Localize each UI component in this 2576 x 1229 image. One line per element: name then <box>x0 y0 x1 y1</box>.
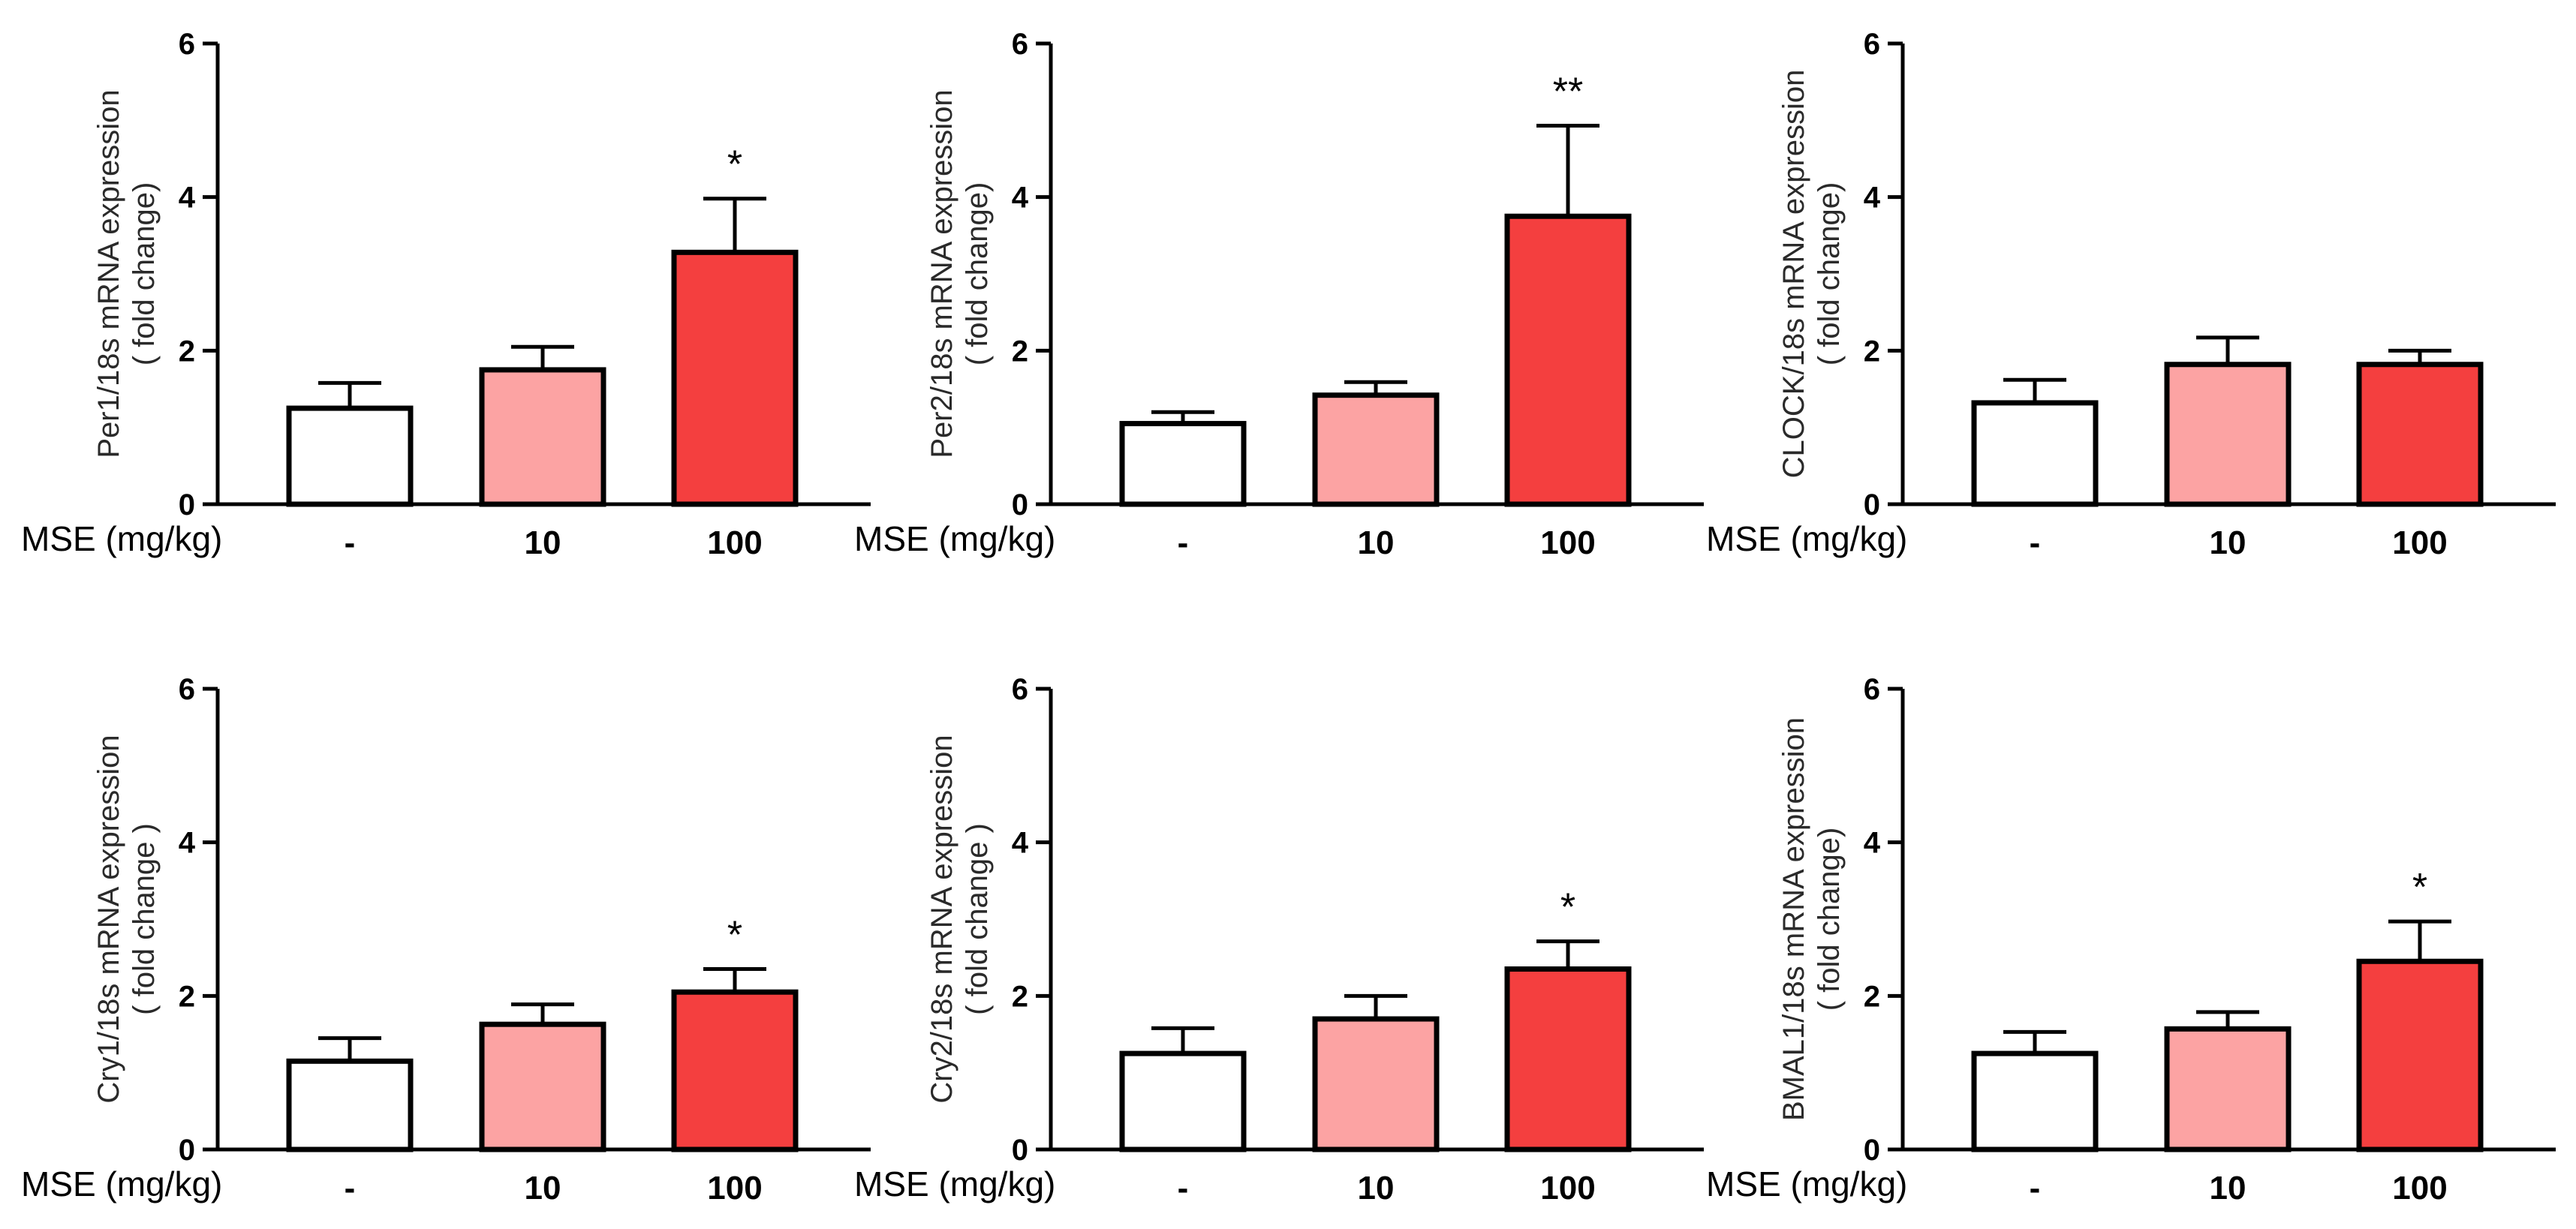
y-axis-title: Per2/18s mRNA expression <box>925 89 958 458</box>
y-tick-label: 6 <box>179 28 195 61</box>
bar-cry1-0 <box>286 1058 414 1152</box>
y-tick-label: 4 <box>1012 182 1029 215</box>
y-tick-label: 0 <box>1012 1134 1028 1167</box>
panel-per1: 0 2 4 6 Per1/18s mRNA expression( fold chang… <box>21 28 871 561</box>
bar-clock-1 <box>2164 362 2292 507</box>
y-tick-label: 6 <box>179 673 195 706</box>
bar-cry2-1 <box>1312 1016 1440 1152</box>
x-category-label: 100 <box>707 1170 762 1206</box>
y-tick-label: 0 <box>179 1134 195 1167</box>
x-category-label: 10 <box>2210 1170 2246 1206</box>
x-category-label: 100 <box>2392 524 2447 561</box>
significance-marker: * <box>1560 886 1575 930</box>
bar-per1-0 <box>286 405 414 507</box>
x-group-label: MSE (mg/kg) <box>854 1164 1055 1203</box>
y-tick-label: 4 <box>1864 182 1881 215</box>
y-axis-subtitle: ( fold change) <box>1813 182 1846 366</box>
x-category-label: 10 <box>2210 524 2246 561</box>
bar-per2-1 <box>1312 392 1440 507</box>
bar-per1-2 <box>671 249 799 507</box>
x-category-label: - <box>2030 1170 2041 1206</box>
x-category-label: 10 <box>1358 524 1395 561</box>
x-category-label: - <box>345 1170 356 1206</box>
y-axis-subtitle: ( fold change) <box>128 182 161 366</box>
y-tick-label: 2 <box>1012 335 1028 368</box>
y-tick-label: 4 <box>179 827 196 860</box>
bar-per1-1 <box>479 367 606 507</box>
y-tick-label: 0 <box>1012 488 1028 521</box>
significance-marker: * <box>727 914 742 957</box>
y-axis-title: Cry2/18s mRNA expression <box>925 735 958 1103</box>
y-tick-label: 4 <box>1864 827 1881 860</box>
y-axis-subtitle: ( fold change) <box>961 182 994 366</box>
x-group-label: MSE (mg/kg) <box>1706 1164 1907 1203</box>
bar-cry2-2 <box>1504 966 1632 1152</box>
bar-per2-0 <box>1119 421 1247 507</box>
y-tick-label: 2 <box>1012 980 1028 1013</box>
y-tick-label: 2 <box>179 335 195 368</box>
bar-per2-2 <box>1504 213 1632 507</box>
x-category-label: 10 <box>525 1170 561 1206</box>
significance-marker: ** <box>1553 70 1583 113</box>
x-group-label: MSE (mg/kg) <box>21 1164 222 1203</box>
y-axis-title: BMAL1/18s mRNA expression <box>1777 717 1810 1121</box>
x-category-label: - <box>1178 1170 1189 1206</box>
bar-clock-0 <box>1971 400 2099 507</box>
x-category-label: 100 <box>2392 1170 2447 1206</box>
bar-cry1-1 <box>479 1021 606 1152</box>
x-category-label: - <box>1178 524 1189 561</box>
y-axis-title: Per1/18s mRNA expression <box>92 89 125 458</box>
panel-cry1: 0 2 4 6 Cry1/18s mRNA expression( fold chang… <box>21 673 871 1206</box>
bar-cry2-0 <box>1119 1050 1247 1152</box>
x-group-label: MSE (mg/kg) <box>21 519 222 558</box>
y-axis-subtitle: ( fold change) <box>1813 828 1846 1011</box>
y-tick-label: 0 <box>1864 488 1880 521</box>
bar-clock-2 <box>2356 362 2484 507</box>
y-tick-label: 6 <box>1864 673 1880 706</box>
y-axis-title: CLOCK/18s mRNA expression <box>1777 70 1810 479</box>
x-category-label: - <box>345 524 356 561</box>
y-tick-label: 2 <box>179 980 195 1013</box>
x-category-label: 100 <box>707 524 762 561</box>
x-category-label: - <box>2030 524 2041 561</box>
panel-per2: 0 2 4 6 Per2/18s mRNA expression( fold chang… <box>854 28 1704 561</box>
y-axis-title: Cry1/18s mRNA expression <box>92 735 125 1103</box>
bar-bmal1-0 <box>1971 1050 2099 1152</box>
x-category-label: 100 <box>1540 524 1595 561</box>
y-tick-label: 4 <box>1012 827 1029 860</box>
panel-bmal1: 0 2 4 6 BMAL1/18s mRNA expression( fold chan… <box>1706 673 2556 1206</box>
y-tick-label: 2 <box>1864 335 1880 368</box>
y-tick-label: 0 <box>1864 1134 1880 1167</box>
panel-clock: 0 2 4 6 CLOCK/18s mRNA expression( fold chan… <box>1706 28 2556 561</box>
y-axis-subtitle: ( fold change ) <box>961 823 994 1015</box>
y-tick-label: 2 <box>1864 980 1880 1013</box>
y-tick-label: 6 <box>1012 28 1028 61</box>
panel-cry2: 0 2 4 6 Cry2/18s mRNA expression( fold chang… <box>854 673 1704 1206</box>
significance-marker: * <box>727 143 742 187</box>
x-category-label: 100 <box>1540 1170 1595 1206</box>
x-category-label: 10 <box>1358 1170 1395 1206</box>
x-group-label: MSE (mg/kg) <box>854 519 1055 558</box>
y-tick-label: 0 <box>179 488 195 521</box>
x-group-label: MSE (mg/kg) <box>1706 519 1907 558</box>
significance-marker: * <box>2412 866 2427 909</box>
y-tick-label: 4 <box>179 182 196 215</box>
bar-cry1-2 <box>671 989 799 1152</box>
x-category-label: 10 <box>525 524 561 561</box>
bar-bmal1-1 <box>2164 1026 2292 1152</box>
y-tick-label: 6 <box>1864 28 1880 61</box>
y-tick-label: 6 <box>1012 673 1028 706</box>
bar-bmal1-2 <box>2356 958 2484 1152</box>
y-axis-subtitle: ( fold change ) <box>128 823 161 1015</box>
